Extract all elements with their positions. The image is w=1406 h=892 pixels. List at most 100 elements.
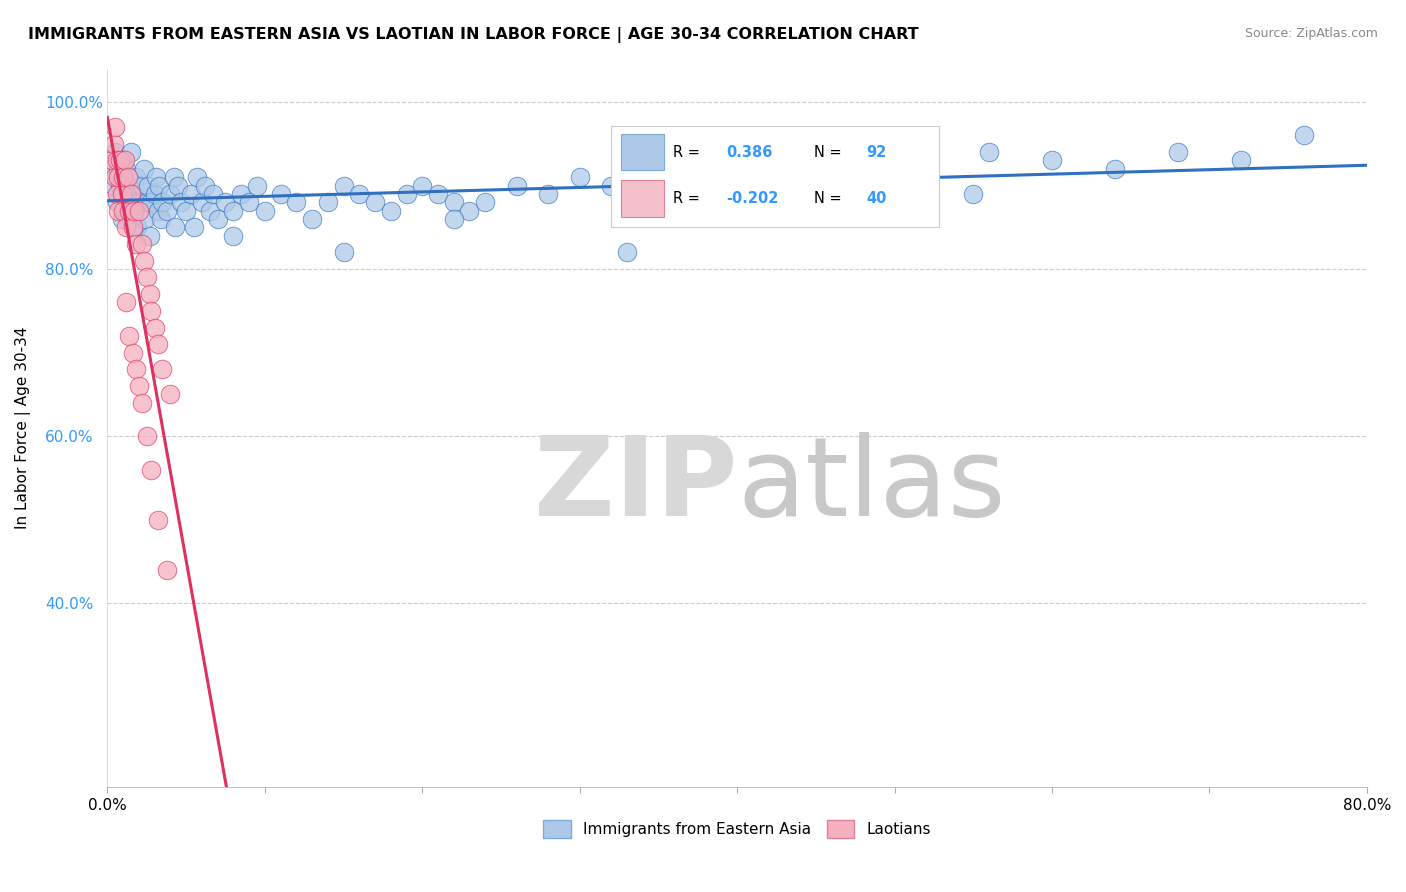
Point (136, 178, 159, 193)
Point (122, 186, 145, 201)
Point (152, 195, 174, 210)
Point (159, 387, 181, 401)
Point (332, 245, 354, 260)
Point (977, 145, 1000, 159)
Point (194, 178, 217, 193)
Point (915, 153, 938, 168)
Point (105, 153, 128, 168)
Point (1167, 145, 1189, 159)
Point (631, 186, 654, 201)
Point (121, 345, 143, 359)
Point (183, 220, 205, 235)
Point (104, 145, 127, 159)
Point (662, 170, 685, 185)
Point (105, 195, 128, 210)
Point (135, 429, 157, 443)
Point (127, 220, 149, 235)
Point (107, 161, 129, 176)
Point (458, 203, 481, 218)
Point (120, 186, 142, 201)
Point (134, 211, 156, 226)
Point (122, 203, 145, 218)
Point (125, 362, 148, 376)
Point (101, 153, 124, 168)
Point (156, 563, 179, 577)
Point (146, 203, 169, 218)
Point (165, 220, 187, 235)
Point (141, 195, 163, 210)
Point (505, 178, 527, 193)
Point (852, 161, 875, 176)
Point (146, 513, 169, 527)
Point (114, 153, 136, 168)
Point (121, 220, 143, 235)
Point (883, 203, 905, 218)
Point (186, 170, 208, 185)
Point (110, 211, 132, 226)
Point (222, 228, 245, 243)
Point (118, 203, 141, 218)
Point (568, 170, 591, 185)
Point (474, 195, 496, 210)
Point (222, 203, 245, 218)
Point (117, 170, 139, 185)
Point (131, 396, 153, 410)
Point (128, 379, 150, 393)
Point (411, 178, 433, 193)
Point (301, 211, 323, 226)
Point (174, 203, 197, 218)
Point (285, 195, 308, 210)
Point (132, 161, 155, 176)
Point (253, 203, 276, 218)
Point (364, 195, 387, 210)
Point (112, 203, 135, 218)
Point (125, 170, 148, 185)
Point (118, 329, 141, 343)
Point (201, 186, 224, 201)
Point (231, 186, 253, 201)
Point (112, 153, 135, 168)
Point (380, 203, 402, 218)
Point (115, 295, 138, 310)
Point (143, 186, 166, 201)
Point (1292, 128, 1315, 143)
Y-axis label: In Labor Force | Age 30-34: In Labor Force | Age 30-34 (15, 326, 31, 529)
Point (143, 320, 166, 334)
Point (191, 195, 214, 210)
Point (139, 287, 162, 301)
Point (207, 211, 229, 226)
Point (112, 170, 135, 185)
Point (145, 170, 167, 185)
Point (128, 203, 150, 218)
Point (159, 186, 181, 201)
Point (135, 270, 157, 285)
Point (1230, 153, 1253, 168)
Point (108, 178, 131, 193)
Point (105, 186, 128, 201)
Point (131, 178, 153, 193)
Point (537, 186, 560, 201)
Point (600, 178, 623, 193)
Point (103, 136, 125, 151)
Point (104, 170, 127, 185)
Point (120, 145, 142, 159)
Point (170, 195, 193, 210)
Point (141, 303, 163, 318)
Point (443, 195, 465, 210)
Text: IMMIGRANTS FROM EASTERN ASIA VS LAOTIAN IN LABOR FORCE | AGE 30-34 CORRELATION C: IMMIGRANTS FROM EASTERN ASIA VS LAOTIAN … (28, 27, 918, 43)
Point (115, 161, 138, 176)
Point (117, 195, 139, 210)
Point (198, 203, 221, 218)
Point (156, 203, 179, 218)
Point (110, 186, 132, 201)
Point (214, 195, 236, 210)
Point (152, 362, 174, 376)
Point (107, 203, 129, 218)
Point (270, 186, 292, 201)
Point (107, 170, 129, 185)
Point (246, 178, 269, 193)
Point (104, 120, 127, 134)
Point (332, 178, 354, 193)
Point (120, 211, 142, 226)
Point (443, 211, 465, 226)
